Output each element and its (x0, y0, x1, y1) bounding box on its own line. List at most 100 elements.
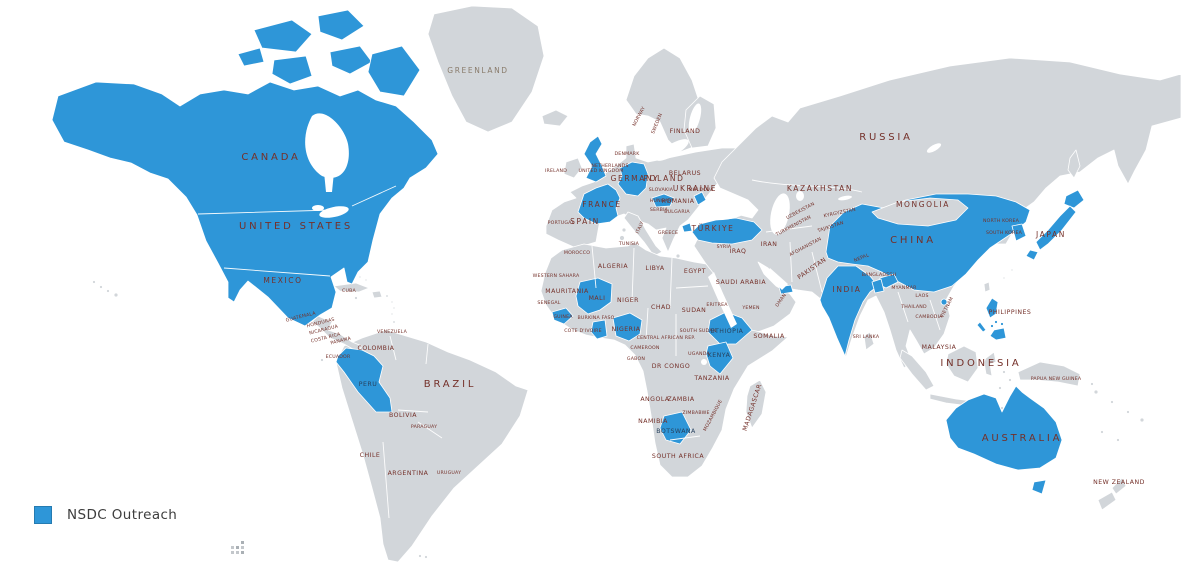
country-turkiye[interactable] (691, 217, 763, 245)
caspian-sea (770, 193, 790, 235)
island-solomon (1090, 382, 1094, 386)
island-hispaniola (371, 290, 383, 299)
label-nigeria: NIGERIA (611, 326, 640, 333)
island-pacific-1 (1093, 389, 1099, 395)
island-hawaii-2 (99, 285, 103, 289)
island-borneo (945, 345, 979, 383)
country-madagascar[interactable] (745, 379, 767, 429)
label-yemen: YEMEN (741, 305, 760, 311)
island-victoria (271, 55, 313, 85)
island-antilles-1 (390, 300, 394, 304)
label-malaysia: MALAYSIA (922, 344, 957, 351)
country-taiwan[interactable] (983, 281, 991, 293)
label-libya: LIBYA (645, 265, 664, 272)
legend[interactable]: NSDC Outreach (34, 506, 177, 524)
country-moldova[interactable] (693, 191, 707, 206)
island-pacific-4 (1139, 417, 1145, 423)
island-antilles-3 (390, 312, 394, 316)
legend-swatch[interactable] (34, 506, 52, 524)
country-south-korea[interactable] (1011, 223, 1027, 242)
country-new-zealand-south[interactable] (1097, 491, 1117, 511)
country-ghana[interactable] (590, 319, 608, 340)
label-namibia: NAMIBIA (638, 418, 668, 425)
country-sri-lanka[interactable] (863, 331, 875, 351)
country-papua-new-guinea[interactable] (1017, 361, 1081, 387)
country-iceland[interactable] (541, 109, 569, 127)
country-ireland[interactable] (563, 157, 583, 179)
country-japan-hokkaido[interactable] (1063, 189, 1085, 209)
island-sakhalin (1067, 149, 1081, 179)
label-united-kingdom: UNITED KINGDOM (579, 168, 624, 174)
island-okinawa-2 (1002, 276, 1006, 280)
country-peru-ecuador[interactable] (335, 347, 393, 413)
country-kenya[interactable] (705, 341, 734, 375)
black-sea (697, 201, 747, 221)
label-morocco: MOROCCO (564, 250, 590, 256)
label-hungary: HUNGARY (650, 198, 675, 204)
country-botswana[interactable] (659, 411, 692, 445)
island-hawaii-3 (106, 289, 110, 293)
country-guinea[interactable] (551, 307, 574, 325)
country-turkiye-thrace (681, 222, 693, 233)
label-brazil: BRAZIL (424, 379, 476, 390)
island-sulawesi (983, 351, 997, 377)
country-germany[interactable] (617, 161, 649, 197)
legend-label: NSDC Outreach (67, 507, 178, 523)
island-okinawa-1 (1010, 268, 1014, 272)
country-bangladesh[interactable] (871, 278, 885, 294)
label-new-zealand: NEW ZEALAND (1093, 479, 1145, 486)
country-united-kingdom[interactable] (583, 135, 607, 183)
country-india[interactable] (819, 265, 879, 357)
country-italy[interactable] (623, 211, 663, 257)
label-t-rkiye: TÜRKIYE (691, 224, 735, 233)
label-spain: SPAIN (570, 217, 600, 226)
label-saudi-arabia: SAUDI ARABIA (716, 279, 766, 286)
country-mali[interactable] (575, 277, 613, 315)
label-italy: ITALY (635, 220, 646, 234)
label-belarus: BELARUS (669, 170, 701, 177)
country-finland[interactable] (683, 95, 717, 149)
label-argentina: ARGENTINA (388, 470, 429, 477)
island-arctic-1 (253, 19, 313, 53)
country-mongolia[interactable] (871, 197, 969, 227)
james-bay (324, 172, 334, 192)
country-greenland[interactable] (427, 5, 545, 133)
island-hainan (940, 298, 948, 306)
region-south-america[interactable] (335, 329, 529, 563)
label-tanzania: TANZANIA (693, 375, 730, 382)
island-jamaica (354, 296, 358, 300)
island-hawaii-4 (113, 292, 119, 298)
region-central-america[interactable] (311, 315, 363, 353)
label-eritrea: ERITREA (706, 302, 728, 308)
label-india: INDIA (833, 285, 862, 294)
country-japan-honshu[interactable] (1035, 205, 1077, 251)
country-france[interactable] (577, 183, 621, 225)
label-chile: CHILE (360, 452, 381, 459)
baltic-sea (655, 139, 689, 161)
country-philippines-luzon[interactable] (985, 297, 999, 319)
label-cote-d-ivoire: COTE D'IVOIRE (564, 328, 602, 334)
label-central-african-rep-: CENTRAL AFRICAN REP. (637, 335, 696, 341)
country-australia[interactable] (945, 385, 1063, 471)
island-crete (675, 253, 681, 259)
country-hungary[interactable] (651, 193, 675, 208)
region-north-america-highlight[interactable] (51, 81, 439, 327)
label-botswana: BOTSWANA (656, 428, 696, 435)
country-philippines-visayas-1 (994, 320, 998, 324)
label-cambodia: CAMBODIA (915, 314, 943, 320)
lake-victoria (701, 359, 707, 365)
country-nigeria[interactable] (612, 312, 643, 342)
label-iran: IRAN (761, 241, 778, 248)
label-russia: RUSSIA (859, 132, 913, 143)
country-philippines-mindanao[interactable] (989, 327, 1007, 341)
country-philippines-palawan (976, 321, 987, 333)
label-netherlands: NETHERLANDS (591, 163, 628, 169)
country-new-zealand-north[interactable] (1111, 477, 1127, 495)
label-algeria: ALGERIA (598, 263, 629, 270)
label-thailand: THAILAND (900, 304, 927, 310)
label-philippines: PHILIPPINES (989, 309, 1032, 316)
country-japan-kyushu[interactable] (1025, 249, 1039, 261)
country-australia-tasmania (1031, 479, 1047, 495)
